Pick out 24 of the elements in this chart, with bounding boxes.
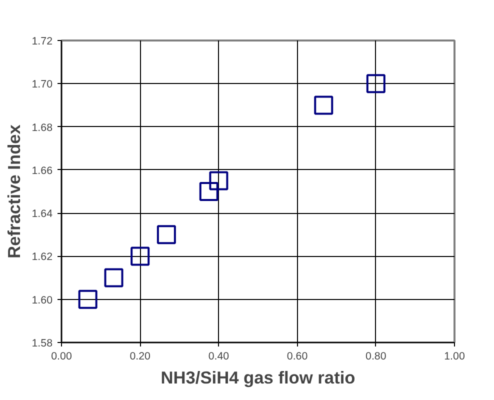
x-tick-label: 1.00 — [444, 350, 465, 362]
point — [199, 182, 218, 201]
y-tick-label: 1.64 — [32, 208, 53, 220]
x-tick-label: 0.40 — [208, 350, 230, 362]
x-tick-label: 0.80 — [366, 350, 386, 362]
point — [130, 246, 150, 266]
y-tick-label: 1.62 — [32, 251, 53, 264]
x-axis-title: NH3/SiH4 gas flow ratio — [160, 368, 356, 388]
y-tick-label: 1.68 — [32, 122, 53, 134]
x-tick-label: 0.60 — [286, 350, 308, 362]
y-tick-label: 1.66 — [32, 164, 53, 177]
x-tick-label: 0.00 — [51, 350, 72, 362]
y-tick-label: 1.58 — [32, 338, 53, 350]
point — [78, 290, 98, 309]
point — [209, 171, 228, 190]
y-tick-label: 1.70 — [32, 78, 53, 91]
x-tick-label: 0.20 — [130, 350, 151, 362]
y-axis-title: Refractive Index — [4, 124, 24, 258]
point — [366, 74, 386, 94]
y-tick-label: 1.60 — [32, 294, 53, 306]
y-tick-label: 1.72 — [32, 36, 53, 48]
point — [314, 96, 334, 115]
point — [156, 225, 176, 244]
point — [104, 268, 124, 288]
